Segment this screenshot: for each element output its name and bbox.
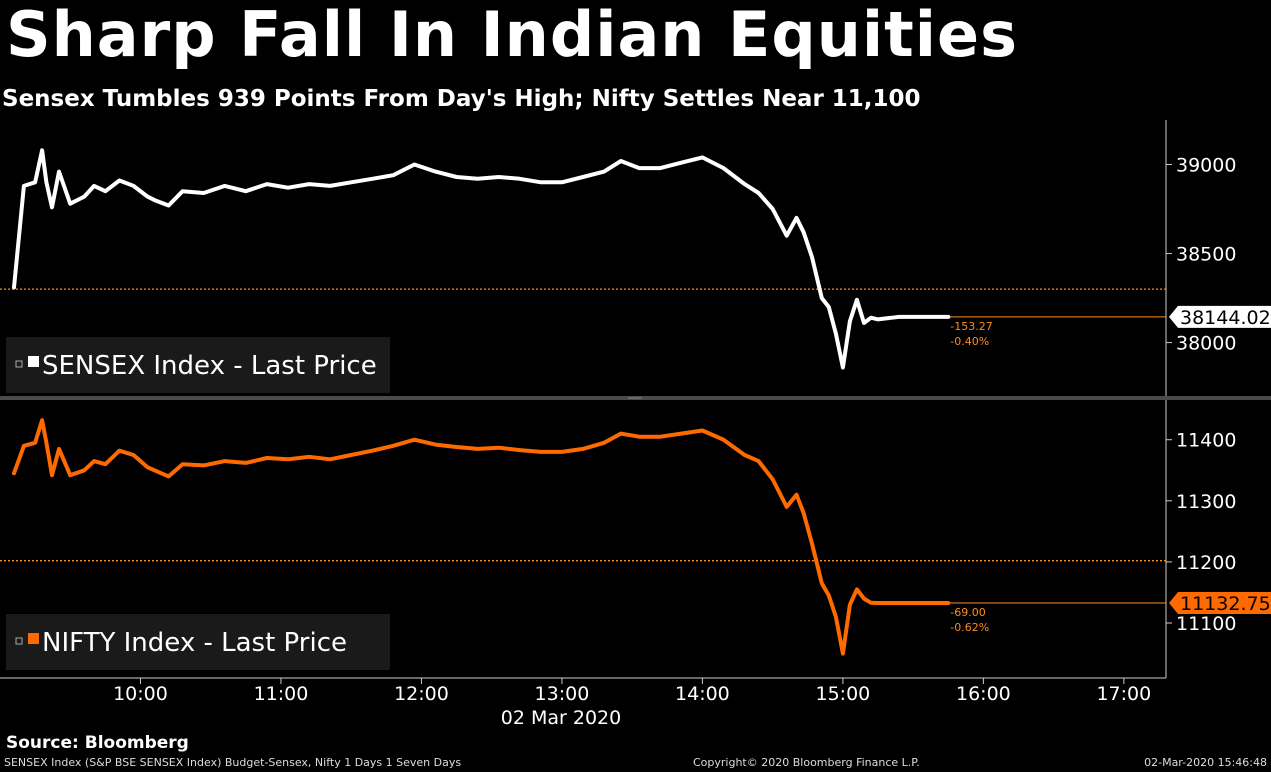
nifty-change-percent: -0.62% — [950, 621, 989, 634]
nifty-last-value-tag — [1169, 592, 1271, 615]
sensex-series-line — [12, 148, 951, 370]
sensex-legend-swatch — [28, 356, 39, 367]
nifty-y-tick-label: 11100 — [1176, 613, 1236, 635]
sensex-last-value-label: 38144.02 — [1180, 307, 1271, 329]
sensex-y-tick-label: 38000 — [1176, 333, 1236, 355]
chart-subtitle: Sensex Tumbles 939 Points From Day's Hig… — [2, 86, 921, 112]
sensex-last-value-tag — [1169, 305, 1271, 328]
footer-description: SENSEX Index (S&P BSE SENSEX Index) Budg… — [4, 756, 462, 769]
x-tick-label: 10:00 — [113, 683, 168, 705]
nifty-y-tick-label: 11200 — [1176, 552, 1236, 574]
nifty-legend-label: NIFTY Index - Last Price — [42, 628, 347, 658]
x-tick-label: 14:00 — [675, 683, 730, 705]
x-tick-label: 15:00 — [816, 683, 871, 705]
nifty-y-tick-label: 11300 — [1176, 491, 1236, 513]
nifty-last-value-label: 11132.75 — [1180, 593, 1271, 615]
x-tick-label: 17:00 — [1096, 683, 1151, 705]
sensex-legend-toggle-icon — [15, 360, 23, 368]
nifty-legend-box — [6, 614, 390, 670]
sensex-legend-box — [6, 337, 390, 393]
x-tick-label: 12:00 — [394, 683, 449, 705]
footer-copyright: Copyright© 2020 Bloomberg Finance L.P. — [693, 756, 920, 769]
nifty-series-line — [12, 418, 951, 656]
nifty-change-value: -69.00 — [950, 606, 985, 619]
nifty-y-tick-label: 11400 — [1176, 430, 1236, 452]
x-tick-label: 11:00 — [254, 683, 309, 705]
sensex-y-tick-label: 39000 — [1176, 155, 1236, 177]
sensex-change-percent: -0.40% — [950, 335, 989, 348]
chart-title: Sharp Fall In Indian Equities — [6, 0, 1018, 71]
x-tick-label: 13:00 — [535, 683, 590, 705]
source-label: Source: Bloomberg — [6, 733, 189, 753]
footer-timestamp: 02-Mar-2020 15:46:48 — [1144, 756, 1267, 769]
sensex-y-tick-label: 38500 — [1176, 244, 1236, 266]
x-tick-label: 16:00 — [956, 683, 1011, 705]
nifty-legend-swatch — [28, 633, 39, 644]
x-axis-date-label: 02 Mar 2020 — [501, 707, 621, 729]
nifty-legend-toggle-icon — [15, 637, 23, 645]
sensex-change-value: -153.27 — [950, 320, 992, 333]
sensex-legend-label: SENSEX Index - Last Price — [42, 351, 377, 381]
